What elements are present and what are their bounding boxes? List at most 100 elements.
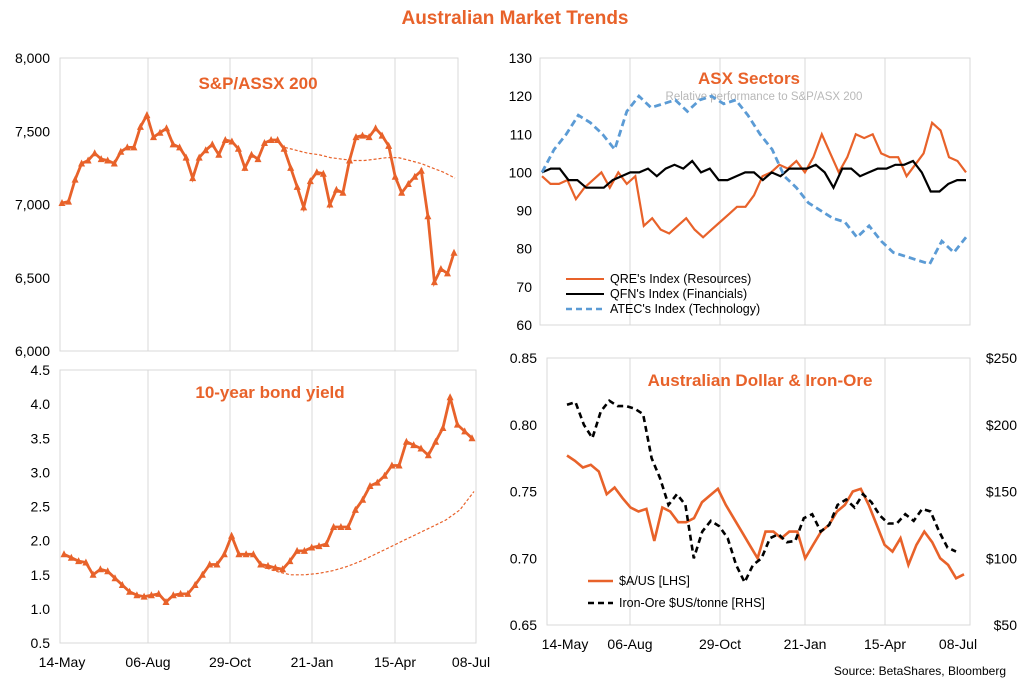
asx200-panel: 6,000 6,500 7,000 7,500 8,000 S&P/ASSX 200 xyxy=(15,50,459,359)
asx200-point xyxy=(332,185,340,193)
asx200-point xyxy=(84,156,92,164)
fx_ore-ytick-label: 0.85 xyxy=(510,350,537,366)
bond-xtick-label: 15-Apr xyxy=(374,654,416,670)
bond-point xyxy=(177,589,185,597)
sectors-ytick-label: 70 xyxy=(516,279,532,295)
asx200-point xyxy=(430,278,438,286)
asx200-point xyxy=(450,248,458,256)
asx-sectors-panel: 60 70 80 90 100 110 120 130 ASX Sectors Relative … xyxy=(509,50,971,333)
asx200-point xyxy=(130,143,138,151)
asx200-point xyxy=(71,175,79,183)
bond-title: 10-year bond yield xyxy=(195,383,344,402)
sectors-series-line-2 xyxy=(540,94,968,266)
bond-point xyxy=(126,587,134,595)
fx_ore-xtick-label: 21-Jan xyxy=(784,636,827,652)
asx200-plot-area xyxy=(59,57,459,352)
fx_ore-ytick-label: 0.65 xyxy=(510,617,537,633)
sectors-series-line-0 xyxy=(541,120,967,239)
sectors-title: ASX Sectors xyxy=(698,69,800,88)
fx_ore-xtick-label: 06-Aug xyxy=(607,636,652,652)
bond-point xyxy=(264,561,272,569)
bond-point xyxy=(468,434,476,442)
asx200-title: S&P/ASSX 200 xyxy=(198,74,317,93)
asx200-point xyxy=(163,124,170,132)
bond-ytick-label: 4.0 xyxy=(31,396,51,412)
bond-point xyxy=(395,461,403,469)
asx200-point xyxy=(306,177,314,185)
fx_ore-ytick-label: 0.80 xyxy=(510,417,537,433)
asx200-point xyxy=(182,153,190,161)
asx200-point xyxy=(372,124,380,132)
bond-point xyxy=(351,505,359,513)
bond-point xyxy=(60,550,68,558)
asx200-point xyxy=(261,139,268,146)
bond-point xyxy=(279,565,287,573)
bond-point xyxy=(417,444,425,452)
fx_ore-ytick-label: 0.75 xyxy=(510,484,537,500)
asx200-point xyxy=(202,146,210,154)
bond-point xyxy=(453,420,461,428)
asx200-point xyxy=(359,131,366,139)
bond-point xyxy=(432,437,440,445)
asx200-point xyxy=(195,153,203,161)
bond-xtick-label: 21-Jan xyxy=(291,654,334,670)
asx200-point xyxy=(189,174,197,182)
bond-xtick-label: 06-Aug xyxy=(125,654,170,670)
bond-point xyxy=(191,581,199,588)
bond-point xyxy=(96,565,104,573)
sectors-legend-label-2: ATEC's Index (Technology) xyxy=(610,302,760,316)
asx200-point xyxy=(391,172,399,180)
asx200-point xyxy=(287,163,295,171)
asx200-point xyxy=(228,137,236,145)
asx200-point xyxy=(248,150,255,158)
asx200-point xyxy=(280,144,288,152)
fx_ore-y2tick-label: $50 xyxy=(994,617,1018,633)
sectors-ytick-label: 80 xyxy=(516,241,532,257)
asx200-point xyxy=(378,131,386,139)
sectors-ytick-label: 120 xyxy=(509,88,533,104)
fx_ore-plot-area xyxy=(546,357,971,626)
bond-line xyxy=(63,396,473,604)
fxore-legend-label-0: $A/US [LHS] xyxy=(619,574,690,588)
asx200-point xyxy=(313,168,321,176)
bond-xtick-label: 08-Jul xyxy=(452,654,490,670)
asx200-point xyxy=(352,133,360,141)
bond-point xyxy=(235,550,243,558)
bond-point xyxy=(300,546,308,554)
bond-point xyxy=(155,589,163,597)
bond-ytick-label: 4.5 xyxy=(31,362,51,378)
bond-point xyxy=(286,557,294,565)
bond-point xyxy=(308,543,316,551)
bond-point xyxy=(184,589,192,597)
bond-point xyxy=(75,557,83,565)
bond-point xyxy=(322,540,330,547)
bond-yield-panel: 0.5 1.0 1.5 2.0 2.5 3.0 3.5 4.0 4.5 14-May 06-Aug 2… xyxy=(31,362,491,670)
asx200-point xyxy=(208,140,216,148)
bond-point xyxy=(439,424,447,431)
bond-point xyxy=(366,482,374,489)
sectors-plot-area xyxy=(539,57,971,326)
asx200-ytick-label: 8,000 xyxy=(15,50,50,66)
bond-point xyxy=(206,560,214,568)
asx200-point xyxy=(78,159,86,167)
fxore-series-line-0 xyxy=(566,454,965,581)
asx200-trend-line xyxy=(284,146,456,179)
bond-point xyxy=(315,542,323,550)
bond-point xyxy=(424,451,432,459)
bond-point xyxy=(410,441,418,449)
sectors-legend-label-1: QFN's Index (Financials) xyxy=(610,287,747,301)
asx200-point xyxy=(65,197,72,205)
asx200-point xyxy=(104,156,112,164)
sectors-subtitle: Relative performance to S&P/ASX 200 xyxy=(666,91,863,103)
asx200-point xyxy=(274,136,282,143)
asx200-point xyxy=(169,140,177,148)
sectors-ytick-label: 130 xyxy=(509,50,533,66)
sectors-legend-label-0: QRE's Index (Resources) xyxy=(610,272,751,286)
bond-point xyxy=(89,570,97,578)
bond-point xyxy=(446,393,454,401)
asx200-point xyxy=(215,150,223,158)
asx200-point xyxy=(326,200,334,208)
asx200-point xyxy=(293,182,301,190)
bond-point xyxy=(198,570,206,578)
